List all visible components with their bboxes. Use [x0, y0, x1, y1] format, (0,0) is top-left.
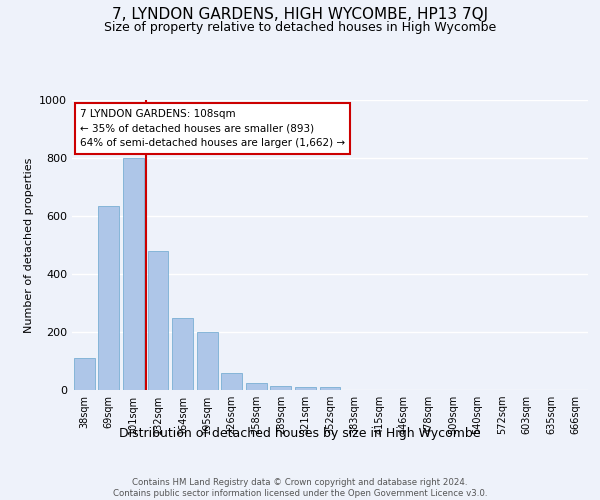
Bar: [320, 387, 340, 390]
Bar: [271, 386, 292, 390]
Y-axis label: Number of detached properties: Number of detached properties: [23, 158, 34, 332]
Bar: [98, 206, 119, 390]
Bar: [172, 318, 193, 390]
Bar: [197, 332, 218, 390]
Text: 7, LYNDON GARDENS, HIGH WYCOMBE, HP13 7QJ: 7, LYNDON GARDENS, HIGH WYCOMBE, HP13 7Q…: [112, 8, 488, 22]
Bar: [123, 158, 144, 390]
Bar: [246, 383, 267, 390]
Bar: [74, 358, 95, 390]
Bar: [221, 372, 242, 390]
Text: Size of property relative to detached houses in High Wycombe: Size of property relative to detached ho…: [104, 21, 496, 34]
Bar: [148, 251, 169, 390]
Text: Distribution of detached houses by size in High Wycombe: Distribution of detached houses by size …: [119, 428, 481, 440]
Bar: [295, 387, 316, 390]
Text: Contains HM Land Registry data © Crown copyright and database right 2024.
Contai: Contains HM Land Registry data © Crown c…: [113, 478, 487, 498]
Text: 7 LYNDON GARDENS: 108sqm
← 35% of detached houses are smaller (893)
64% of semi-: 7 LYNDON GARDENS: 108sqm ← 35% of detach…: [80, 108, 345, 148]
